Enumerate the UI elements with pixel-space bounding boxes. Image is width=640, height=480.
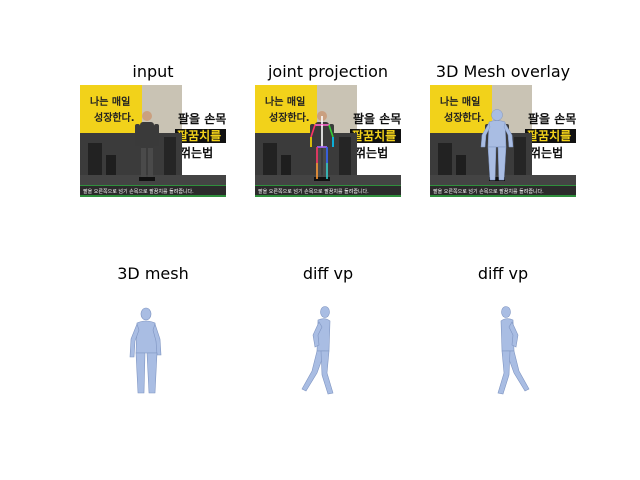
svg-text:꺾는법: 꺾는법 bbox=[355, 145, 388, 160]
banner-right-text: 팔을 손목 bbox=[178, 111, 226, 126]
title-mesh-overlay: 3D Mesh overlay bbox=[435, 62, 571, 81]
mesh-overlay-photo: 나는 매일 성장한다. 팔을 손목 팔꿈치를 꺾는법 팔을 오른쪽으로 넘기 손… bbox=[430, 85, 576, 197]
mesh-overlay bbox=[480, 109, 514, 181]
caption-text: 팔을 오른쪽으로 넘기 손목으로 팔꿈치를 돌려줍니다. bbox=[83, 188, 194, 195]
title-input: input bbox=[132, 62, 174, 81]
svg-text:꺾는법: 꺾는법 bbox=[180, 145, 213, 160]
mesh-figure-side bbox=[301, 306, 334, 395]
banner-left-text: 나는 매일 bbox=[440, 95, 480, 108]
svg-text:성장한다.: 성장한다. bbox=[94, 111, 135, 124]
person-figure bbox=[135, 111, 159, 181]
mesh-side-view-2 bbox=[430, 295, 576, 407]
mesh-front-view bbox=[80, 295, 226, 407]
banner-left-text: 나는 매일 bbox=[90, 95, 130, 108]
caption-text: 팔을 오른쪽으로 넘기 손목으로 팔꿈치를 돌려줍니다. bbox=[433, 188, 544, 195]
banner-right-text: 팔을 손목 bbox=[528, 111, 576, 126]
joint-projection-photo: 나는 매일 성장한다. 팔을 손목 팔꿈치를 꺾는법 팔을 오른쪽으로 넘기 손… bbox=[255, 85, 401, 197]
title-diff-vp-1: diff vp bbox=[302, 264, 354, 283]
caption-text: 팔을 오른쪽으로 넘기 손목으로 팔꿈치를 돌려줍니다. bbox=[258, 188, 369, 195]
skeleton-overlay bbox=[310, 116, 334, 179]
title-joint-projection: joint projection bbox=[267, 62, 389, 81]
input-photo: 나는 매일 성장한다. 팔을 손목 팔꿈치를 꺾는법 팔을 오른쪽으로 넘기 손… bbox=[80, 85, 226, 197]
svg-text:성장한다.: 성장한다. bbox=[444, 111, 485, 124]
svg-text:성장한다.: 성장한다. bbox=[269, 111, 310, 124]
svg-text:팔꿈치를: 팔꿈치를 bbox=[352, 128, 396, 143]
banner-left-text: 나는 매일 bbox=[265, 95, 305, 108]
mesh-side-view-1 bbox=[255, 295, 401, 407]
svg-text:팔꿈치를: 팔꿈치를 bbox=[177, 128, 221, 143]
svg-text:팔꿈치를: 팔꿈치를 bbox=[527, 128, 571, 143]
title-diff-vp-2: diff vp bbox=[477, 264, 529, 283]
mesh-figure-front bbox=[129, 307, 162, 394]
svg-text:꺾는법: 꺾는법 bbox=[530, 145, 563, 160]
mesh-figure-side bbox=[497, 306, 530, 395]
title-3d-mesh: 3D mesh bbox=[117, 264, 189, 283]
banner-right-text: 팔을 손목 bbox=[353, 111, 401, 126]
